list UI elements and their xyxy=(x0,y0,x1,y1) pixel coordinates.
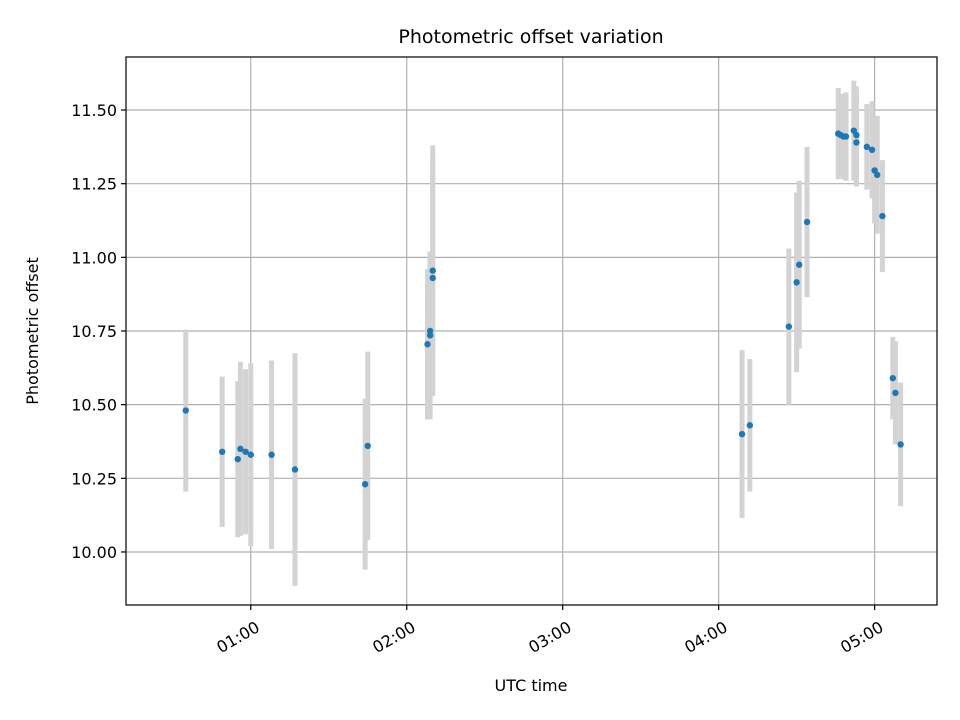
y-axis-label: Photometric offset xyxy=(23,257,42,405)
data-point xyxy=(218,448,226,455)
data-point xyxy=(879,212,886,220)
data-point xyxy=(429,274,436,282)
data-point xyxy=(853,139,860,146)
data-points xyxy=(182,127,904,488)
data-point xyxy=(237,445,244,453)
data-point xyxy=(785,323,793,330)
x-axis-label: UTC time xyxy=(495,676,568,695)
chart-title: Photometric offset variation xyxy=(398,26,663,48)
data-point xyxy=(868,146,876,154)
data-point xyxy=(853,131,860,139)
y-tick-label: 10.50 xyxy=(71,396,117,415)
data-point xyxy=(364,442,371,450)
data-point xyxy=(874,171,881,179)
data-point xyxy=(182,407,189,414)
data-point xyxy=(796,261,803,268)
data-point xyxy=(424,341,431,348)
data-point xyxy=(897,441,904,448)
data-point xyxy=(426,327,434,335)
y-tick-label: 11.00 xyxy=(71,248,117,267)
y-tick-label: 11.25 xyxy=(71,175,117,194)
data-point xyxy=(361,481,369,488)
data-point xyxy=(889,374,897,382)
y-tick-label: 10.00 xyxy=(71,543,117,562)
data-point xyxy=(426,332,434,339)
y-tick-label: 11.50 xyxy=(71,101,117,120)
y-tick-label: 10.75 xyxy=(71,322,117,341)
data-point xyxy=(892,389,899,397)
data-point xyxy=(738,430,746,438)
data-point xyxy=(863,143,871,151)
data-point xyxy=(291,466,299,473)
data-point xyxy=(746,422,754,429)
data-point xyxy=(234,455,241,463)
data-point xyxy=(803,218,811,226)
data-point xyxy=(429,267,436,274)
data-point xyxy=(247,451,254,458)
data-point xyxy=(268,451,275,458)
data-point xyxy=(793,279,800,286)
y-tick-label: 10.25 xyxy=(71,469,117,488)
data-point xyxy=(242,448,249,455)
data-point xyxy=(842,133,850,140)
